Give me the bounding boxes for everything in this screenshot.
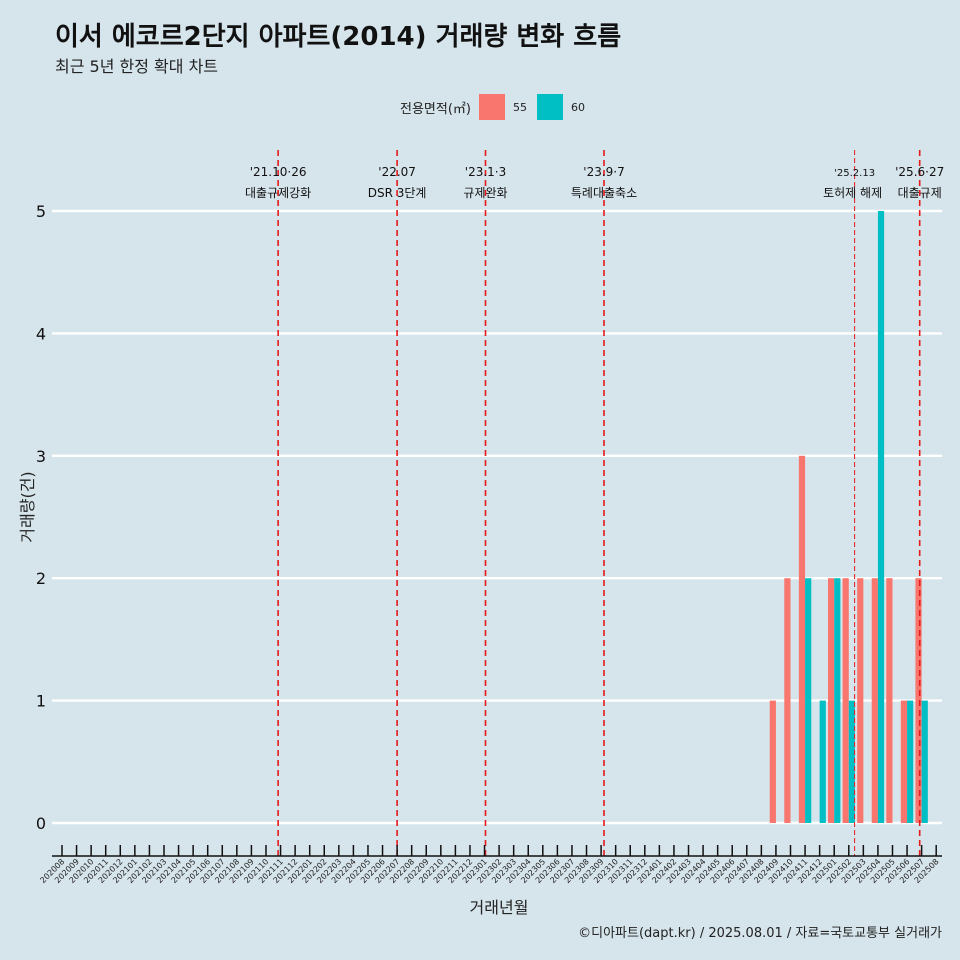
y-tick-label: 5 [36,202,46,221]
x-axis-label: 거래년월 [470,898,529,917]
bar-55-202502 [842,578,849,823]
y-tick-label: 0 [36,814,46,833]
bar-55-202503 [857,578,864,823]
bar-55-202504 [871,578,878,823]
y-tick-label: 3 [36,447,46,466]
bar-60-202502 [848,700,855,823]
bar-55-202507 [915,578,922,823]
event-date: '23.9·7 [583,165,624,179]
bar-60-202411 [805,578,812,823]
legend: 전용면적(㎡) 55 60 [400,94,595,120]
bar-55-202501 [828,578,835,823]
bar-60-202507 [921,700,928,823]
event-label: 특례대출축소 [571,186,637,200]
bar-55-202409 [769,700,776,823]
event-label: 대출규제 [898,186,942,200]
bar-60-202504 [877,211,885,823]
bar-55-202505 [886,578,893,823]
y-tick-label: 4 [36,324,46,343]
source-caption: ©디아파트(dapt.kr) / 2025.08.01 / 자료=국토교통부 실… [578,926,942,941]
event-date: '21.10·26 [250,165,307,179]
event-date: '22.07 [378,165,416,179]
event-label: DSR 3단계 [368,186,427,200]
chart-title: 이서 에코르2단지 아파트(2014) 거래량 변화 흐름 [55,22,622,52]
bar-55-202411 [798,455,806,823]
legend-label-55: 55 [512,100,527,114]
legend-key-55 [478,94,505,120]
event-date: '25.2.13 [834,168,875,179]
event-label: 규제완화 [463,186,507,200]
bar-60-202501 [834,578,841,823]
event-date: '23.1·3 [465,165,506,179]
legend-title: 전용면적(㎡) [400,101,471,117]
bar-60-202412 [819,700,826,823]
event-label: 토허제 해제 [823,186,882,200]
legend-label-60: 60 [570,100,585,114]
y-tick-label: 1 [36,692,46,711]
chart-subtitle: 최근 5년 한정 확대 차트 [55,57,219,76]
bar-55-202410 [784,578,791,823]
y-tick-label: 2 [36,569,46,588]
bar-60-202506 [907,700,914,823]
bar-55-202506 [900,700,908,823]
event-date: '25.6·27 [895,165,944,179]
legend-key-60 [536,94,563,120]
event-label: 대출규제강화 [245,186,311,200]
y-axis-label: 거래량(건) [18,471,37,542]
